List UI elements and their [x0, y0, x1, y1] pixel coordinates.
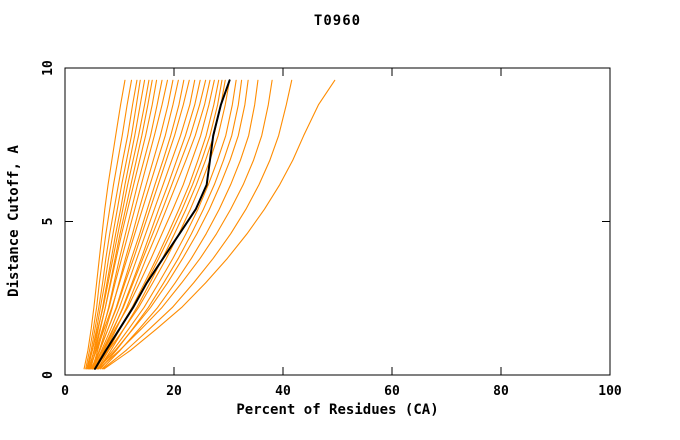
x-axis-label: Percent of Residues (CA) — [236, 402, 439, 418]
model-line — [103, 79, 336, 370]
y-axis-label: Distance Cutoff, A — [6, 145, 22, 297]
model-line — [83, 79, 126, 370]
x-tick-label: 60 — [384, 384, 400, 399]
model-line — [101, 79, 259, 370]
model-line — [87, 79, 141, 370]
model-line — [90, 79, 190, 370]
model-line — [89, 79, 169, 370]
model-line — [92, 79, 196, 370]
x-tick-label: 100 — [598, 384, 622, 399]
axes-frame — [64, 67, 611, 376]
x-tick-label: 0 — [61, 384, 69, 399]
model-line — [102, 79, 293, 370]
model-line — [97, 79, 220, 370]
y-tick-label: 10 — [41, 60, 56, 76]
model-line — [88, 79, 179, 370]
y-tick-label: 0 — [41, 371, 56, 379]
x-tick-label: 80 — [493, 384, 509, 399]
model-line — [85, 79, 133, 370]
model-line — [86, 79, 138, 370]
model-line — [86, 79, 150, 370]
model-line — [92, 79, 215, 370]
model-line — [96, 79, 211, 370]
model-line — [97, 79, 249, 370]
model-line — [92, 79, 174, 370]
chart-title: T0960 — [313, 13, 362, 29]
model-line — [87, 79, 158, 370]
x-tick-label: 40 — [275, 384, 291, 399]
model-line — [91, 79, 207, 370]
model-line — [97, 79, 237, 370]
plot-area: 0 20 40 60 80 100 0 5 10 — [41, 60, 622, 399]
model-line — [98, 79, 273, 370]
y-tick-label: 5 — [41, 218, 56, 226]
reference-line — [93, 79, 231, 370]
x-tick-label: 20 — [166, 384, 182, 399]
